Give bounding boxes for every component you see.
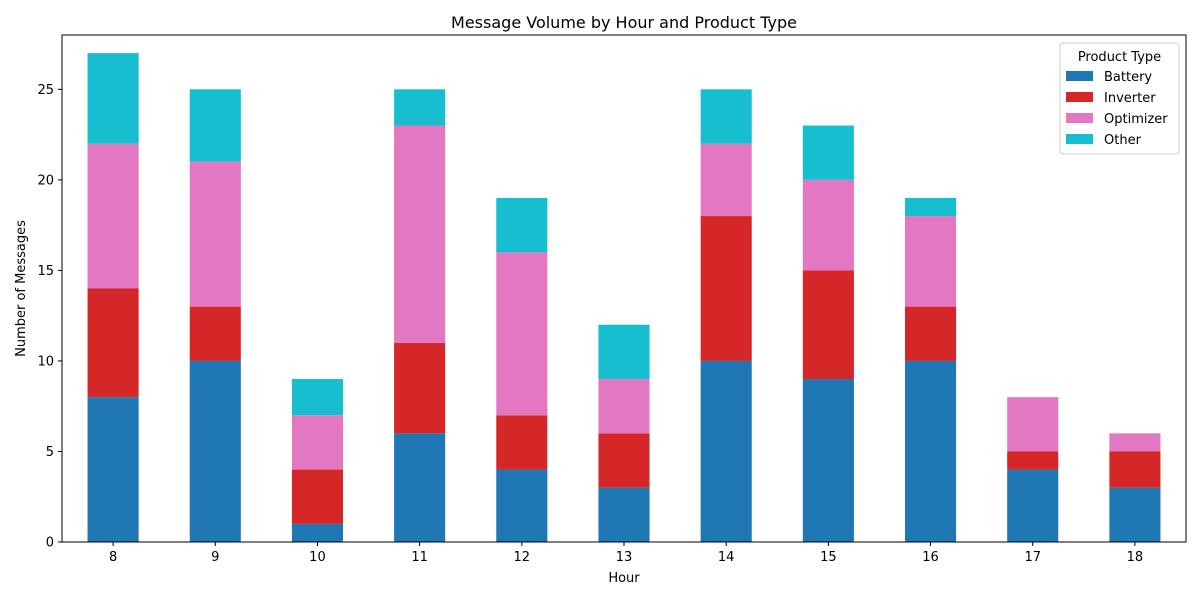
legend: Product Type Battery Inverter Optimizer Othe… xyxy=(1059,42,1180,155)
x-axis: 8 9 10 11 12 13 14 15 16 17 18 xyxy=(109,542,1143,565)
x-tick-label: 13 xyxy=(616,550,633,565)
bar-segment-other-hour-10 xyxy=(291,379,343,416)
bar-segment-battery-hour-9 xyxy=(189,360,241,542)
chart-title: Message Volume by Hour and Product Type xyxy=(451,13,797,32)
bar-segment-inverter-hour-17 xyxy=(1007,451,1059,470)
y-axis: 0 5 10 15 20 25 xyxy=(37,83,62,551)
bar-segment-optimizer-hour-11 xyxy=(394,125,446,343)
x-tick-label: 9 xyxy=(211,550,219,565)
bar-segment-other-hour-16 xyxy=(905,197,957,217)
y-tick-label: 15 xyxy=(37,264,54,279)
x-tick-label: 8 xyxy=(109,550,117,565)
bar-segment-inverter-hour-9 xyxy=(189,306,241,361)
y-axis-label: Number of Messages xyxy=(14,220,29,357)
bar-segment-optimizer-hour-8 xyxy=(87,143,139,289)
bar-segment-optimizer-hour-9 xyxy=(189,161,241,307)
legend-label-battery: Battery xyxy=(1104,70,1152,85)
bar-segment-optimizer-hour-16 xyxy=(905,216,957,307)
bar-segment-other-hour-13 xyxy=(598,324,650,380)
bar-segment-inverter-hour-15 xyxy=(802,270,854,380)
bar-segment-battery-hour-11 xyxy=(394,433,446,542)
bar-segment-battery-hour-12 xyxy=(496,469,548,542)
bar-segment-other-hour-9 xyxy=(189,89,241,162)
bar-segment-inverter-hour-11 xyxy=(394,342,446,434)
legend-swatch-battery xyxy=(1066,71,1093,81)
x-tick-label: 18 xyxy=(1127,550,1144,565)
bar-segment-optimizer-hour-13 xyxy=(598,379,650,434)
bar-segment-optimizer-hour-14 xyxy=(700,143,752,217)
bar-segment-battery-hour-10 xyxy=(291,523,343,542)
bar-segment-other-hour-15 xyxy=(802,125,854,180)
bar-segment-inverter-hour-13 xyxy=(598,433,650,488)
x-tick-label: 16 xyxy=(922,550,939,565)
bar-segment-inverter-hour-12 xyxy=(496,415,548,470)
y-tick-label: 20 xyxy=(37,173,54,188)
x-tick-label: 12 xyxy=(514,550,531,565)
bar-segment-inverter-hour-10 xyxy=(291,469,343,524)
legend-label-other: Other xyxy=(1104,133,1142,148)
bar-segment-other-hour-11 xyxy=(394,89,446,126)
bar-segment-battery-hour-8 xyxy=(87,397,139,542)
bar-segment-optimizer-hour-17 xyxy=(1007,397,1059,452)
bar-segment-inverter-hour-16 xyxy=(905,306,957,361)
x-tick-label: 10 xyxy=(309,550,326,565)
bar-segment-battery-hour-13 xyxy=(598,487,650,542)
bar-segment-inverter-hour-18 xyxy=(1109,451,1161,488)
bar-segment-inverter-hour-8 xyxy=(87,288,139,398)
bar-segment-battery-hour-17 xyxy=(1007,469,1059,542)
y-tick-label: 0 xyxy=(46,536,54,551)
bar-segment-optimizer-hour-10 xyxy=(291,415,343,470)
x-tick-label: 11 xyxy=(411,550,428,565)
bar-segment-battery-hour-16 xyxy=(905,360,957,542)
bar-segment-battery-hour-18 xyxy=(1109,487,1161,542)
x-tick-label: 14 xyxy=(718,550,735,565)
bar-segment-battery-hour-14 xyxy=(700,360,752,542)
legend-swatch-optimizer xyxy=(1066,113,1093,123)
bar-segment-optimizer-hour-18 xyxy=(1109,433,1161,452)
bar-segment-other-hour-12 xyxy=(496,197,548,253)
bar-segment-battery-hour-15 xyxy=(802,379,854,542)
bar-segment-optimizer-hour-12 xyxy=(496,252,548,416)
x-tick-label: 17 xyxy=(1024,550,1041,565)
y-tick-label: 10 xyxy=(37,354,54,369)
legend-label-inverter: Inverter xyxy=(1104,91,1156,106)
x-axis-label: Hour xyxy=(608,571,640,586)
legend-swatch-other xyxy=(1066,134,1093,144)
legend-frame xyxy=(1059,42,1180,155)
y-tick-label: 25 xyxy=(37,83,54,98)
bar-segment-inverter-hour-14 xyxy=(700,216,752,361)
legend-label-optimizer: Optimizer xyxy=(1104,112,1168,127)
bar-segment-other-hour-8 xyxy=(87,53,139,144)
legend-title: Product Type xyxy=(1078,50,1161,65)
bar-segment-optimizer-hour-15 xyxy=(802,179,854,271)
bars-group xyxy=(87,53,1161,542)
bar-segment-other-hour-14 xyxy=(700,89,752,144)
legend-swatch-inverter xyxy=(1066,92,1093,102)
y-tick-label: 5 xyxy=(46,445,54,460)
x-tick-label: 15 xyxy=(820,550,837,565)
